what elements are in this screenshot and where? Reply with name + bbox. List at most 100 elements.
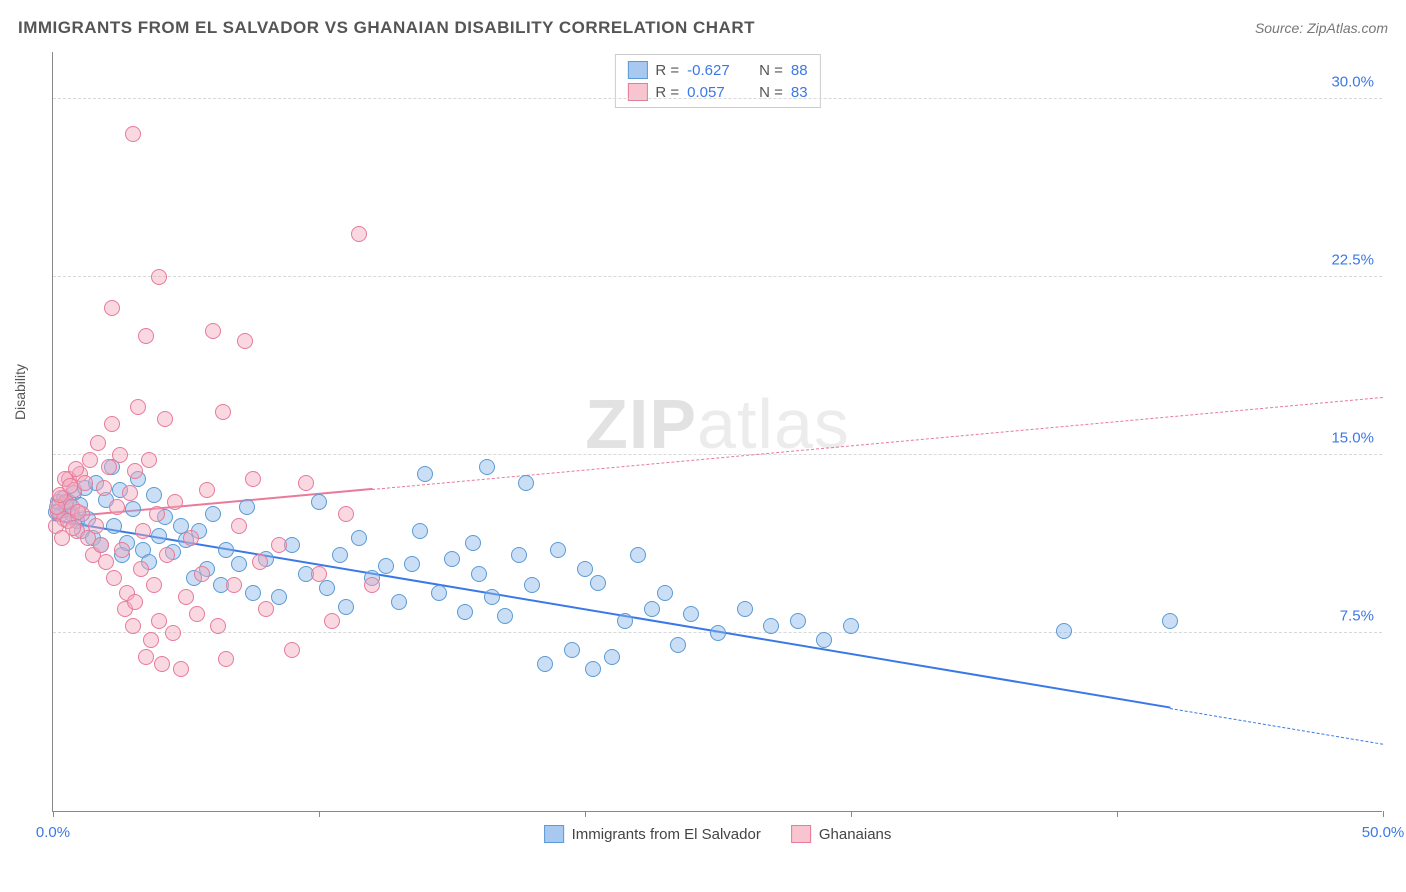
data-point (319, 580, 335, 596)
data-point (70, 504, 86, 520)
data-point (670, 637, 686, 653)
y-axis-label: Disability (12, 364, 28, 420)
data-point (351, 530, 367, 546)
data-point (165, 625, 181, 641)
legend-r-value: -0.627 (687, 62, 741, 79)
data-point (550, 542, 566, 558)
data-point (311, 494, 327, 510)
gridline-h (53, 454, 1382, 455)
x-tick-label: 0.0% (36, 824, 70, 841)
x-tick-mark (851, 811, 852, 817)
data-point (391, 594, 407, 610)
data-point (351, 226, 367, 242)
data-point (816, 632, 832, 648)
data-point (82, 452, 98, 468)
data-point (173, 661, 189, 677)
data-point (205, 323, 221, 339)
data-point (245, 471, 261, 487)
data-point (479, 459, 495, 475)
data-point (252, 554, 268, 570)
data-point (226, 577, 242, 593)
data-point (537, 656, 553, 672)
data-point (218, 651, 234, 667)
x-tick-mark (1117, 811, 1118, 817)
legend-r-label: R = (655, 62, 679, 79)
data-point (125, 618, 141, 634)
x-tick-mark (1383, 811, 1384, 817)
data-point (604, 649, 620, 665)
y-tick-label: 30.0% (1331, 73, 1374, 90)
data-point (657, 585, 673, 601)
legend-row: R =-0.627N =88 (627, 59, 807, 81)
data-point (112, 447, 128, 463)
data-point (210, 618, 226, 634)
correlation-legend: R =-0.627N =88R =0.057N =83 (614, 54, 820, 108)
scatter-chart: ZIPatlas R =-0.627N =88R =0.057N =83 Imm… (52, 52, 1382, 812)
x-tick-mark (319, 811, 320, 817)
data-point (332, 547, 348, 563)
data-point (239, 499, 255, 515)
data-point (457, 604, 473, 620)
series-legend: Immigrants from El Salvador Ghanaians (544, 825, 892, 843)
watermark: ZIPatlas (585, 384, 850, 464)
data-point (577, 561, 593, 577)
data-point (237, 333, 253, 349)
data-point (630, 547, 646, 563)
data-point (497, 608, 513, 624)
data-point (130, 399, 146, 415)
data-point (122, 485, 138, 501)
data-point (146, 577, 162, 593)
data-point (138, 649, 154, 665)
data-point (127, 594, 143, 610)
data-point (271, 589, 287, 605)
data-point (284, 642, 300, 658)
data-point (65, 520, 81, 536)
data-point (183, 530, 199, 546)
data-point (159, 547, 175, 563)
data-point (1056, 623, 1072, 639)
legend-swatch (627, 61, 647, 79)
data-point (154, 656, 170, 672)
y-tick-label: 22.5% (1331, 251, 1374, 268)
legend-row: R =0.057N =83 (627, 81, 807, 103)
data-point (106, 518, 122, 534)
legend-item: Ghanaians (791, 825, 892, 843)
data-point (178, 589, 194, 605)
legend-item: Immigrants from El Salvador (544, 825, 761, 843)
data-point (151, 269, 167, 285)
trend-line (1170, 708, 1383, 745)
data-point (412, 523, 428, 539)
data-point (471, 566, 487, 582)
data-point (404, 556, 420, 572)
data-point (125, 126, 141, 142)
x-tick-mark (585, 811, 586, 817)
data-point (167, 494, 183, 510)
data-point (88, 518, 104, 534)
data-point (62, 478, 78, 494)
y-tick-label: 15.0% (1331, 429, 1374, 446)
data-point (590, 575, 606, 591)
data-point (763, 618, 779, 634)
legend-label: Immigrants from El Salvador (572, 826, 761, 843)
legend-label: Ghanaians (819, 826, 892, 843)
data-point (465, 535, 481, 551)
data-point (683, 606, 699, 622)
data-point (518, 475, 534, 491)
data-point (790, 613, 806, 629)
data-point (524, 577, 540, 593)
data-point (104, 416, 120, 432)
data-point (135, 523, 151, 539)
data-point (271, 537, 287, 553)
chart-title: IMMIGRANTS FROM EL SALVADOR VS GHANAIAN … (18, 18, 755, 38)
data-point (431, 585, 447, 601)
data-point (511, 547, 527, 563)
data-point (90, 435, 106, 451)
data-point (143, 632, 159, 648)
data-point (141, 452, 157, 468)
data-point (1162, 613, 1178, 629)
data-point (644, 601, 660, 617)
data-point (189, 606, 205, 622)
data-point (68, 461, 84, 477)
data-point (157, 411, 173, 427)
data-point (484, 589, 500, 605)
